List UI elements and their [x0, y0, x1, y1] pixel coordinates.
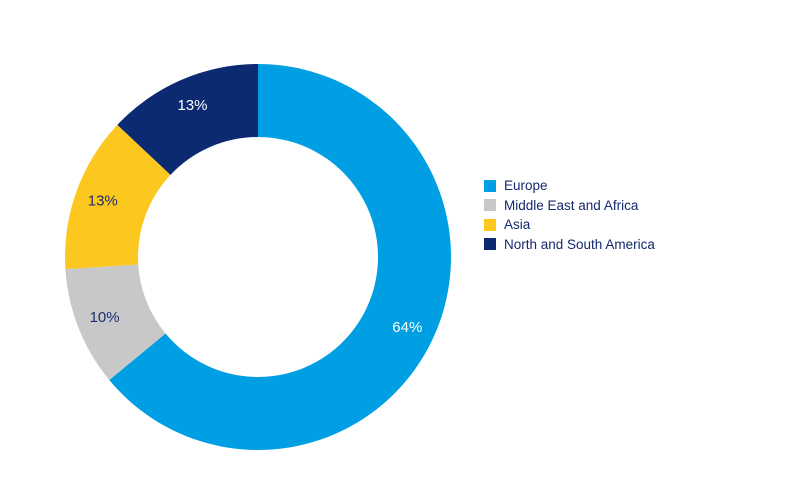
legend-label: Europe [504, 178, 548, 194]
legend-item-europe: Europe [484, 176, 655, 196]
legend-label: Middle East and Africa [504, 197, 639, 213]
slice-asia [65, 124, 171, 270]
donut-value-labels: 64% 10% 13% 13% [88, 97, 423, 336]
legend-item-middle-east-and-africa: Middle East and Africa [484, 196, 655, 216]
slice-middle-east-and-africa [65, 264, 166, 381]
donut-slices [65, 64, 451, 450]
value-label-asia: 13% [88, 193, 118, 210]
legend-swatch [484, 179, 496, 192]
value-label-europe: 64% [392, 319, 422, 336]
legend-item-asia: Asia [484, 215, 655, 235]
legend-item-north-and-south-america: North and South America [484, 235, 655, 255]
slice-north-and-south-america [117, 64, 258, 175]
value-label-middle-east-and-africa: 10% [90, 309, 120, 326]
legend-label: North and South America [504, 236, 655, 252]
slice-europe [109, 64, 451, 450]
value-label-north-and-south-america: 13% [177, 97, 207, 114]
legend-swatch [484, 199, 496, 212]
legend-swatch [484, 238, 496, 251]
legend-swatch [484, 218, 496, 231]
legend-label: Asia [504, 217, 531, 233]
chart-legend: Europe Middle East and Africa Asia North an… [484, 176, 655, 254]
